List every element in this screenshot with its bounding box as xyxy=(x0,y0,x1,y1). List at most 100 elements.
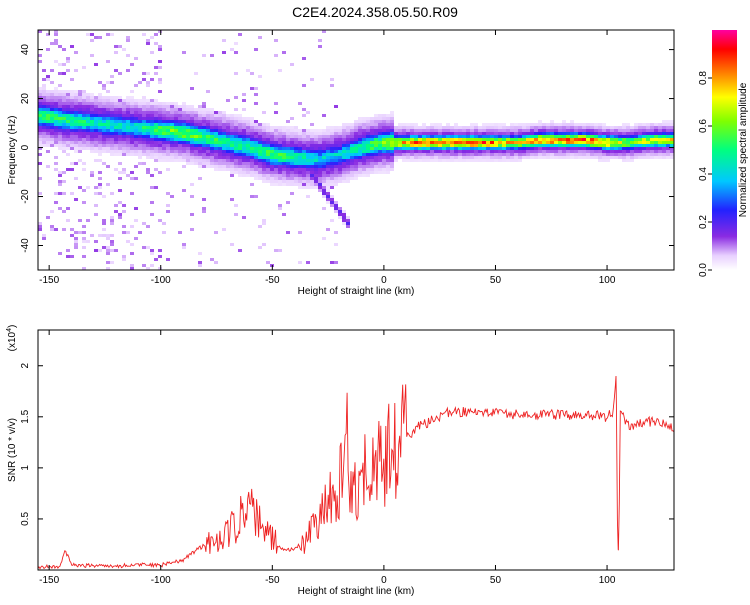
heatmap-cell xyxy=(114,129,118,132)
heatmap-cell xyxy=(378,126,382,129)
heatmap-cell xyxy=(118,153,122,156)
heatmap-cell xyxy=(514,138,518,141)
heatmap-cell xyxy=(98,102,102,105)
heatmap-cell xyxy=(238,144,242,147)
heatmap-cell xyxy=(218,141,222,144)
heatmap-cell xyxy=(62,111,66,114)
heatmap-cell xyxy=(370,168,374,171)
heatmap-cell xyxy=(358,129,362,132)
heatmap-cell xyxy=(546,150,550,153)
heatmap-cell xyxy=(354,147,358,150)
heatmap-cell xyxy=(286,141,290,144)
heatmap-cell xyxy=(374,120,378,123)
heatmap-cell xyxy=(526,147,530,150)
heatmap-cell xyxy=(330,183,334,186)
heatmap-cell xyxy=(46,78,50,81)
heatmap-cell xyxy=(294,174,298,177)
heatmap-cell xyxy=(302,108,306,111)
heatmap-cell xyxy=(282,51,286,54)
heatmap-cell xyxy=(266,123,270,126)
heatmap-cell xyxy=(218,120,222,123)
heatmap-cell xyxy=(166,117,170,120)
heatmap-cell xyxy=(90,174,94,177)
heatmap-cell xyxy=(138,156,142,159)
heatmap-cell xyxy=(410,141,414,144)
heatmap-cell xyxy=(138,129,142,132)
heatmap-cell xyxy=(370,144,374,147)
heatmap-cell xyxy=(162,153,166,156)
heatmap-cell xyxy=(374,150,378,153)
heatmap-cell xyxy=(662,132,666,135)
heatmap-cell xyxy=(462,153,466,156)
heatmap-cell xyxy=(178,153,182,156)
heatmap-cell xyxy=(638,129,642,132)
heatmap-cell xyxy=(106,261,110,264)
heatmap-cell xyxy=(382,171,386,174)
heatmap-cell xyxy=(150,135,154,138)
heatmap-cell xyxy=(654,138,658,141)
heatmap-cell xyxy=(106,120,110,123)
heatmap-cell xyxy=(138,105,142,108)
heatmap-cell xyxy=(82,225,86,228)
heatmap-cell xyxy=(274,183,278,186)
heatmap-cell xyxy=(354,138,358,141)
heatmap-cell xyxy=(126,132,130,135)
heatmap-cell xyxy=(658,129,662,132)
heatmap-cell xyxy=(374,153,378,156)
heatmap-cell xyxy=(434,132,438,135)
heatmap-cell xyxy=(290,126,294,129)
heatmap-cell xyxy=(46,132,50,135)
heatmap-cell xyxy=(250,195,254,198)
heatmap-cell xyxy=(70,117,74,120)
heatmap-cell xyxy=(318,162,322,165)
heatmap-cell xyxy=(42,144,46,147)
heatmap-cell xyxy=(394,132,398,135)
heatmap-cell xyxy=(542,135,546,138)
heatmap-cell xyxy=(50,210,54,213)
heatmap-cell xyxy=(510,138,514,141)
heatmap-cell xyxy=(646,129,650,132)
heatmap-cell xyxy=(42,87,46,90)
heatmap-cell xyxy=(226,141,230,144)
heatmap-cell xyxy=(62,123,66,126)
heatmap-cell xyxy=(358,162,362,165)
heatmap-cell xyxy=(350,177,354,180)
heatmap-cell xyxy=(54,126,58,129)
heatmap-cell xyxy=(150,150,154,153)
heatmap-cell xyxy=(50,93,54,96)
heatmap-cell xyxy=(594,123,598,126)
heatmap-cell xyxy=(294,180,298,183)
heatmap-cell xyxy=(130,90,134,93)
heatmap-cell xyxy=(274,180,278,183)
heatmap-cell xyxy=(354,153,358,156)
heatmap-cell xyxy=(586,147,590,150)
heatmap-cell xyxy=(638,144,642,147)
heatmap-cell xyxy=(382,168,386,171)
heatmap-cell xyxy=(622,147,626,150)
heatmap-cell xyxy=(174,153,178,156)
heatmap-cell xyxy=(350,159,354,162)
heatmap-cell xyxy=(338,156,342,159)
heatmap-cell xyxy=(530,126,534,129)
heatmap-cell xyxy=(50,111,54,114)
heatmap-cell xyxy=(294,168,298,171)
heatmap-cell xyxy=(214,117,218,120)
heatmap-cell xyxy=(142,264,146,267)
heatmap-cell xyxy=(486,150,490,153)
heatmap-cell xyxy=(302,183,306,186)
heatmap-cell xyxy=(374,117,378,120)
colorbar-tick-label: 0.6 xyxy=(698,119,709,133)
heatmap-cell xyxy=(278,165,282,168)
heatmap-cell xyxy=(582,129,586,132)
heatmap-cell xyxy=(586,141,590,144)
heatmap-cell xyxy=(422,156,426,159)
heatmap-cell xyxy=(74,96,78,99)
heatmap-cell xyxy=(214,135,218,138)
heatmap-cell xyxy=(302,159,306,162)
heatmap-cell xyxy=(294,177,298,180)
heatmap-cell xyxy=(138,81,142,84)
heatmap-cell xyxy=(590,129,594,132)
heatmap-cell xyxy=(662,144,666,147)
heatmap-cell xyxy=(154,102,158,105)
heatmap-cell xyxy=(234,153,238,156)
